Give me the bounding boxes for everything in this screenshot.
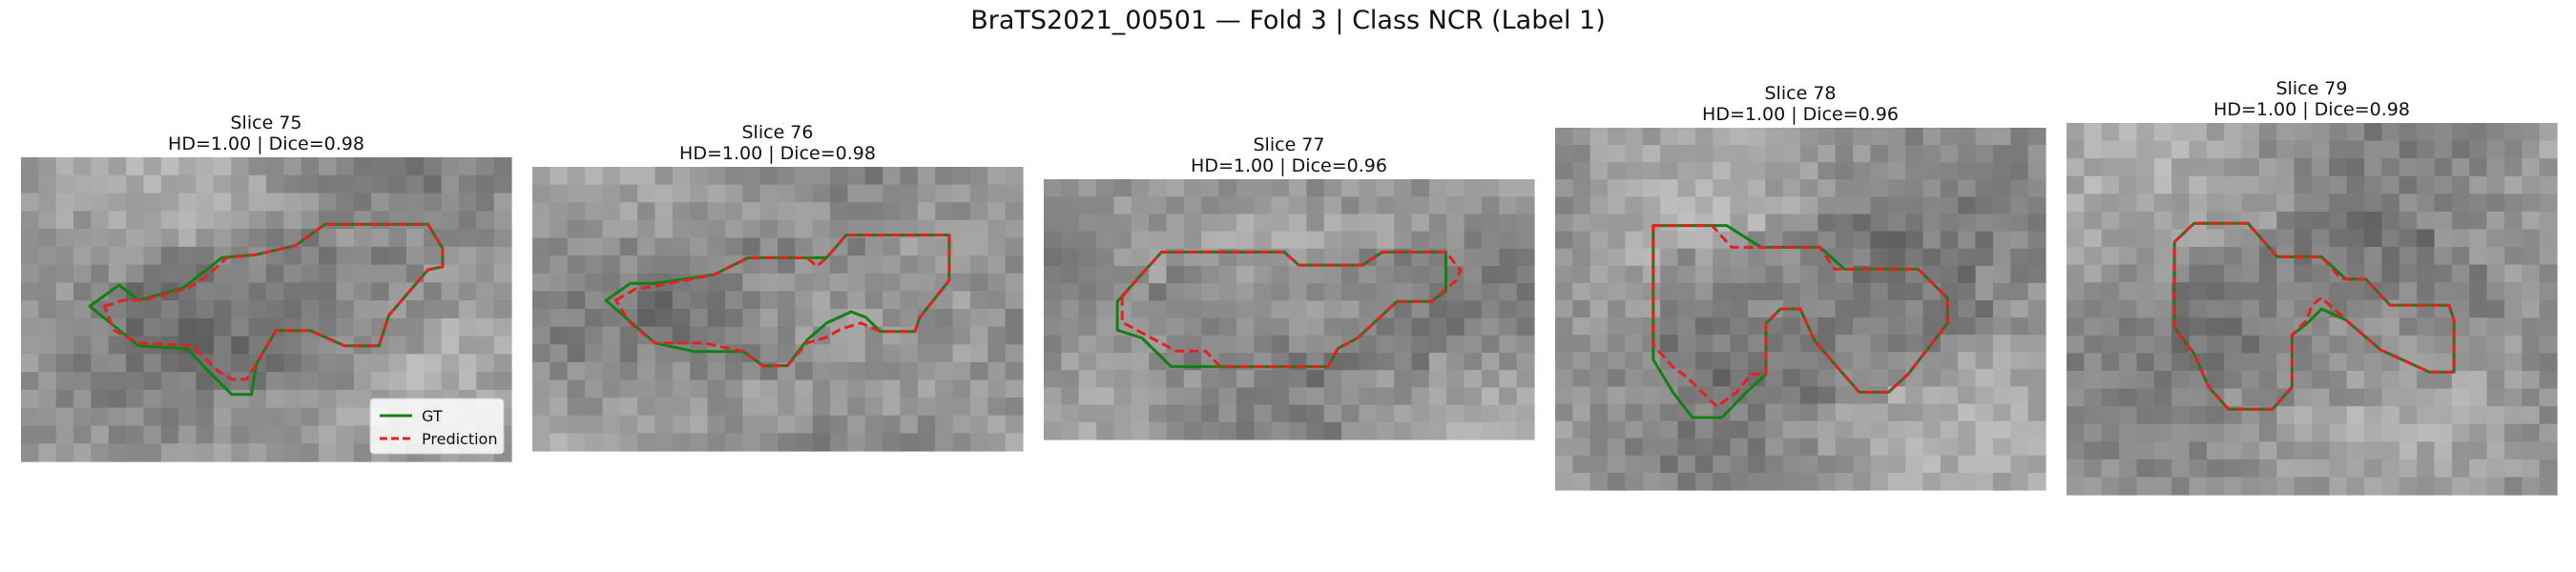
- panel-slice-title: Slice 76: [742, 122, 814, 143]
- panel-metrics-label: HD=1.00 | Dice=0.98: [679, 143, 876, 164]
- prediction-contour: [613, 234, 951, 368]
- legend: GT Prediction: [369, 398, 505, 455]
- prediction-contour: [102, 222, 445, 381]
- legend-label-gt: GT: [422, 407, 443, 425]
- panel-metrics-label: HD=1.00 | Dice=0.96: [1702, 104, 1899, 125]
- prediction-contour: [2172, 221, 2456, 411]
- panel-slice-title: Slice 78: [1765, 83, 1837, 104]
- panel-metrics-label: HD=1.00 | Dice=0.98: [168, 133, 364, 154]
- panel-metrics-label: HD=1.00 | Dice=0.96: [1191, 155, 1387, 176]
- figure-title: BraTS2021_00501 — Fold 3 | Class NCR (La…: [970, 6, 1606, 35]
- panel-slice-title: Slice 79: [2276, 78, 2348, 99]
- mri-slice-image: [2067, 123, 2558, 496]
- legend-label-prediction: Prediction: [422, 430, 497, 448]
- mri-slice-image: [1044, 179, 1535, 440]
- panel-slice-title: Slice 77: [1254, 134, 1325, 155]
- prediction-contour: [1652, 224, 1949, 409]
- prediction-contour: [1120, 250, 1463, 369]
- panel-slice-title: Slice 75: [231, 112, 302, 133]
- mri-slice-image: [532, 167, 1024, 452]
- panel-metrics-label: HD=1.00 | Dice=0.98: [2213, 99, 2410, 120]
